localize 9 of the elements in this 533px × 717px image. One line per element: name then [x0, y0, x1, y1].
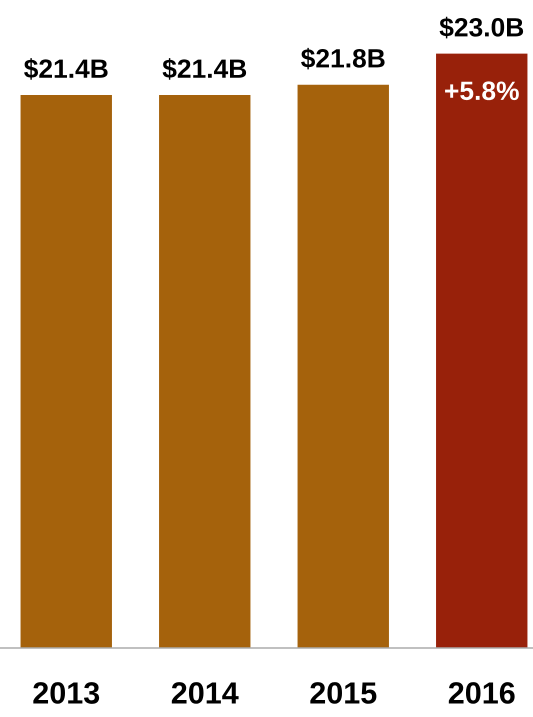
data-label: $21.4B — [162, 58, 246, 80]
data-label: $21.4B — [24, 58, 108, 80]
annotation: +5.8% — [445, 81, 519, 100]
x-tick-label: 2015 — [310, 682, 376, 704]
data-label: $23.0B — [440, 16, 524, 38]
x-tick-label: 2013 — [33, 682, 100, 704]
data-label: $21.8B — [301, 48, 385, 70]
x-tick-label: 2014 — [172, 682, 239, 704]
x-tick-label: 2016 — [448, 682, 515, 704]
